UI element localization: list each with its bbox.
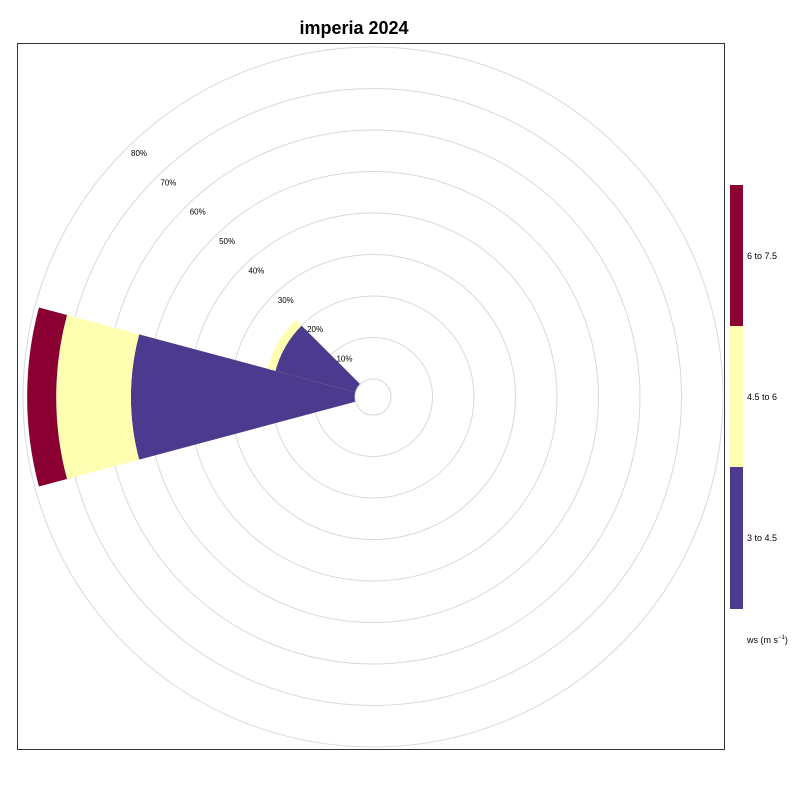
chart-title: imperia 2024 xyxy=(299,18,409,38)
legend-title: ws (m s−1) xyxy=(747,635,788,645)
radial-tick-50: 50% xyxy=(219,237,235,246)
wedge-dir-270-bin-2 xyxy=(27,307,67,487)
wedge-dir-300-bin-1 xyxy=(267,319,302,371)
plot-frame xyxy=(17,43,725,750)
radial-tick-30: 30% xyxy=(278,296,294,305)
radial-tick-20: 20% xyxy=(307,325,323,334)
wedge-dir-300-bin-0 xyxy=(275,325,373,397)
radial-tick-80: 80% xyxy=(131,149,147,158)
legend-swatch-6-7.5 xyxy=(730,185,743,326)
legend: 6 to 7.5 4.5 to 6 3 to 4.5 ws (m s−1) xyxy=(730,185,800,665)
center-hole xyxy=(354,378,392,416)
legend-swatch-3-4.5 xyxy=(730,467,743,609)
legend-label-3-4.5: 3 to 4.5 xyxy=(747,533,778,543)
radial-tick-60: 60% xyxy=(190,208,206,217)
radial-tick-70: 70% xyxy=(160,178,176,187)
legend-swatch-4.5-6 xyxy=(730,326,743,467)
radial-tick-10: 10% xyxy=(336,354,352,363)
radial-tick-40: 40% xyxy=(248,266,264,275)
grid-ring-80 xyxy=(22,46,723,748)
legend-label-6-7.5: 6 to 7.5 xyxy=(747,251,778,261)
wedge-dir-270-bin-1 xyxy=(56,315,140,479)
wedge-dir-270-bin-0 xyxy=(130,334,373,460)
legend-label-4.5-6: 4.5 to 6 xyxy=(747,392,778,402)
